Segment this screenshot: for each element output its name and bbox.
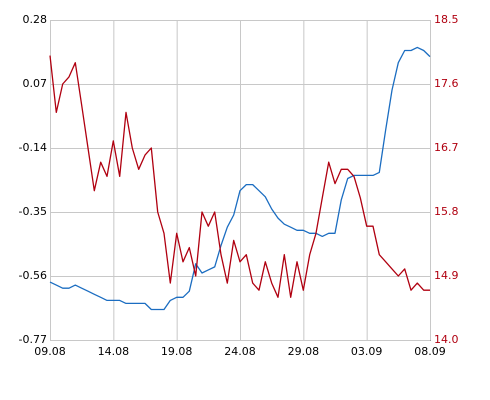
y2-tick-label: 15.8 [434,205,459,218]
y-tick-label: -0.35 [19,205,47,218]
x-tick-label: 19.08 [161,345,193,358]
x-tick-label: 14.08 [98,345,130,358]
y-tick-label: 0.28 [23,13,48,26]
x-tick-label: 24.08 [224,345,256,358]
y2-tick-label: 18.5 [434,13,459,26]
y-tick-label: 0.07 [23,77,48,90]
series-line [49,46,431,311]
x-tick-label: 29.08 [288,345,320,358]
y-tick-label: -0.56 [19,269,47,282]
x-tick-label: 09.08 [34,345,66,358]
x-tick-label: 03.09 [351,345,383,358]
y2-tick-label: 17.6 [434,77,459,90]
series-line [49,55,430,298]
y2-tick-label: 16.7 [434,141,459,154]
y-tick-label: -0.14 [19,141,47,154]
y-tick-label: -0.77 [19,333,47,346]
y2-tick-label: 14.0 [434,333,459,346]
y2-tick-label: 14.9 [434,269,459,282]
x-tick-label: 08.09 [414,345,446,358]
